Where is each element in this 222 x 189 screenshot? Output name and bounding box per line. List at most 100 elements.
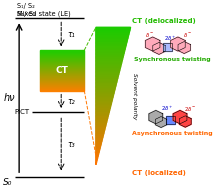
Polygon shape (96, 91, 115, 92)
Polygon shape (96, 80, 117, 81)
Polygon shape (96, 118, 108, 119)
Polygon shape (96, 123, 106, 125)
Polygon shape (96, 82, 117, 84)
Polygon shape (96, 93, 114, 94)
Polygon shape (96, 106, 111, 107)
Bar (40, 71, 84, 72)
Polygon shape (96, 71, 119, 73)
Bar (40, 67, 84, 68)
Polygon shape (155, 117, 167, 128)
Polygon shape (96, 97, 113, 99)
Polygon shape (96, 33, 129, 34)
Bar (40, 59, 84, 60)
Bar (40, 89, 84, 90)
Polygon shape (96, 75, 119, 77)
Polygon shape (96, 68, 120, 70)
Polygon shape (96, 48, 125, 49)
Bar (40, 74, 84, 75)
Text: $\delta^-$: $\delta^-$ (183, 31, 192, 39)
Polygon shape (96, 137, 103, 139)
Polygon shape (96, 151, 99, 152)
Polygon shape (96, 38, 128, 40)
Polygon shape (96, 119, 107, 121)
Text: $2\delta^-$: $2\delta^-$ (184, 105, 197, 113)
Bar (40, 63, 84, 64)
Polygon shape (166, 116, 175, 124)
Polygon shape (96, 88, 115, 89)
Polygon shape (96, 67, 121, 68)
Polygon shape (145, 37, 160, 51)
Bar (40, 83, 84, 84)
Text: $2\delta^+$: $2\delta^+$ (164, 34, 177, 43)
Polygon shape (96, 133, 104, 134)
Bar (40, 60, 84, 61)
Polygon shape (96, 144, 101, 145)
Polygon shape (96, 155, 98, 156)
Bar (40, 79, 84, 80)
Bar (40, 52, 84, 53)
Polygon shape (96, 42, 127, 44)
Text: PICT: PICT (14, 109, 30, 115)
Bar (40, 62, 84, 63)
Polygon shape (96, 63, 122, 64)
Polygon shape (96, 140, 102, 141)
Text: S₁/ S₂
Mixed state (LE): S₁/ S₂ Mixed state (LE) (17, 3, 71, 17)
Polygon shape (96, 62, 122, 63)
Bar (40, 78, 84, 79)
Polygon shape (96, 149, 100, 151)
Polygon shape (96, 122, 107, 123)
Polygon shape (96, 158, 98, 159)
Polygon shape (96, 45, 126, 46)
Polygon shape (96, 111, 109, 112)
Polygon shape (96, 55, 124, 56)
Polygon shape (96, 129, 105, 130)
Polygon shape (96, 147, 100, 148)
Polygon shape (96, 160, 97, 162)
Bar (40, 75, 84, 76)
Polygon shape (96, 107, 111, 108)
Polygon shape (96, 31, 130, 33)
Polygon shape (96, 121, 107, 122)
Polygon shape (96, 152, 99, 154)
Text: CT (delocalized): CT (delocalized) (132, 18, 195, 24)
Bar (40, 53, 84, 54)
Bar (40, 80, 84, 81)
Polygon shape (96, 141, 102, 143)
Polygon shape (96, 104, 111, 106)
Polygon shape (96, 64, 121, 66)
Polygon shape (96, 162, 97, 163)
Polygon shape (96, 85, 116, 86)
Bar (40, 84, 84, 85)
Polygon shape (96, 86, 116, 88)
Polygon shape (96, 110, 110, 111)
Text: hν: hν (3, 93, 15, 103)
Polygon shape (96, 51, 125, 52)
Polygon shape (96, 73, 119, 74)
Polygon shape (96, 89, 115, 91)
Text: Synchronous twisting: Synchronous twisting (134, 57, 211, 62)
Text: $\delta^-$: $\delta^-$ (145, 31, 154, 39)
Bar (40, 69, 84, 70)
Polygon shape (96, 78, 118, 80)
Bar (40, 55, 84, 56)
Polygon shape (96, 40, 127, 41)
Polygon shape (96, 36, 129, 37)
Polygon shape (96, 66, 121, 67)
Bar (40, 85, 84, 86)
Text: S₀: S₀ (4, 178, 13, 187)
Text: τ₁: τ₁ (67, 30, 75, 39)
Polygon shape (96, 156, 98, 158)
Bar (40, 81, 84, 82)
Polygon shape (96, 94, 114, 96)
Polygon shape (96, 145, 101, 147)
Text: Asynchronous twisting: Asynchronous twisting (132, 131, 213, 136)
Polygon shape (96, 101, 112, 103)
Text: $2\delta^+$: $2\delta^+$ (161, 104, 174, 113)
Polygon shape (96, 77, 118, 78)
Polygon shape (96, 41, 127, 42)
Bar (40, 70, 84, 71)
Bar (40, 56, 84, 57)
Bar (40, 90, 84, 91)
Bar (40, 73, 84, 74)
Polygon shape (96, 134, 103, 136)
